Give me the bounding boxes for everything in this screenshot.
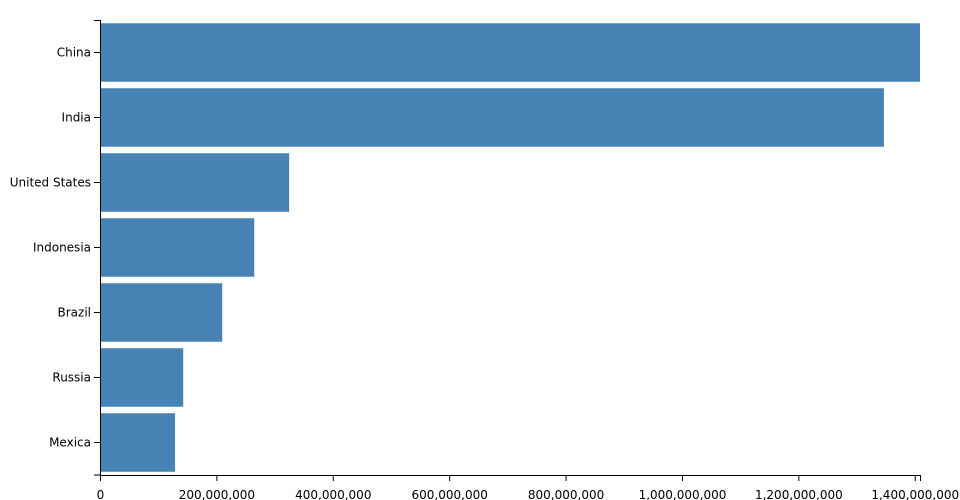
bar (101, 153, 290, 212)
x-tick-label: 200,000,000 (179, 488, 255, 500)
y-tick-label: India (62, 111, 91, 125)
y-axis-line (94, 20, 101, 476)
bar (101, 348, 184, 407)
y-tick-label: China (57, 46, 91, 60)
x-tick-label: 400,000,000 (295, 488, 371, 500)
y-tick-label: United States (10, 176, 91, 190)
x-tick-label: 1,000,000,000 (639, 488, 727, 500)
bar (101, 218, 255, 277)
x-tick-label: 1,200,000,000 (755, 488, 843, 500)
y-tick-label: Mexica (49, 436, 91, 450)
bar (101, 283, 223, 342)
x-tick-label: 0 (97, 488, 105, 500)
y-tick-label: Indonesia (33, 241, 91, 255)
x-tick-label: 800,000,000 (528, 488, 604, 500)
y-tick-label: Brazil (58, 306, 92, 320)
bar (101, 88, 884, 147)
x-tick-label: 600,000,000 (412, 488, 488, 500)
x-axis-line (100, 475, 921, 481)
y-tick-label: Russia (52, 371, 91, 385)
x-tick-label: 1,400,000,000 (871, 488, 959, 500)
bar (101, 413, 176, 472)
bar (101, 23, 920, 82)
